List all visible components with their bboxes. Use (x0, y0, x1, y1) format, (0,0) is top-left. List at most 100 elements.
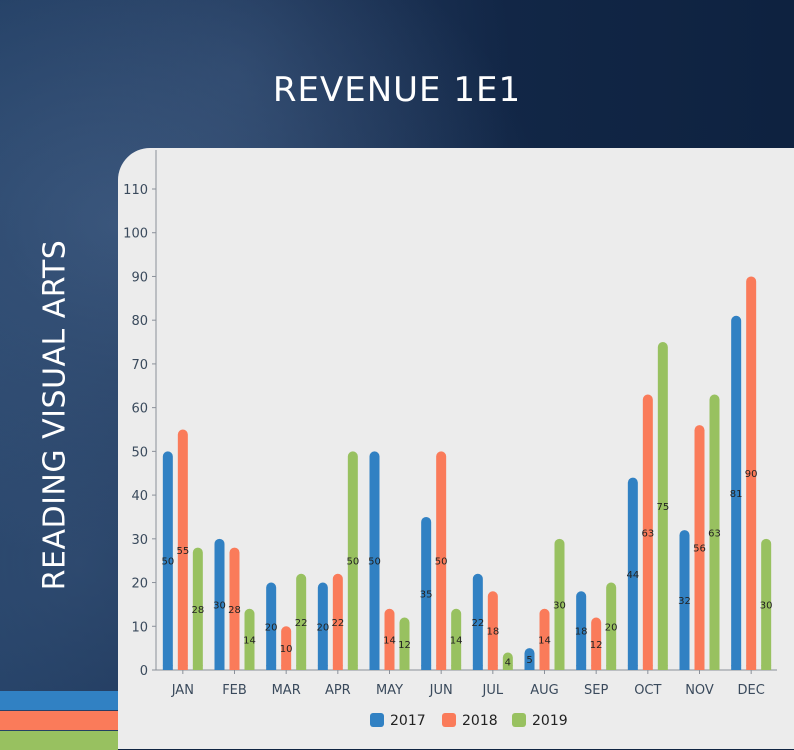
data-label: 63 (708, 528, 721, 539)
bar (694, 425, 705, 670)
bar-base (347, 665, 358, 670)
bar (539, 608, 550, 670)
bar-base (244, 665, 255, 670)
y-tick-label: 10 (131, 620, 148, 635)
bar (576, 591, 587, 670)
y-tick-label: 100 (123, 227, 148, 242)
y-tick-label: 50 (131, 445, 148, 460)
data-label: 4 (505, 657, 511, 668)
bar (244, 608, 255, 670)
y-tick-label: 110 (123, 183, 148, 198)
x-tick-label: JUL (482, 683, 504, 698)
bar (347, 451, 358, 670)
x-tick-label: MAY (376, 683, 403, 698)
bar (554, 538, 565, 670)
data-label: 32 (678, 596, 691, 607)
bar (761, 538, 772, 670)
data-label: 12 (590, 640, 603, 651)
data-label: 50 (346, 557, 359, 568)
bar-base (657, 665, 668, 670)
bar-base (487, 665, 498, 670)
bar (487, 591, 498, 670)
bar (369, 451, 380, 670)
bar-base (472, 665, 483, 670)
data-label: 35 (420, 589, 433, 600)
legend-label: 2019 (532, 713, 568, 729)
bar (317, 582, 328, 670)
data-label: 10 (280, 644, 293, 655)
bar-base (421, 665, 432, 670)
bar (384, 608, 395, 670)
bar-base (524, 665, 535, 670)
data-label: 90 (745, 469, 758, 480)
bar (399, 617, 410, 670)
bar (421, 516, 432, 670)
data-label: 30 (213, 600, 226, 611)
bar-base (399, 665, 410, 670)
x-tick-label: NOV (685, 683, 714, 698)
bar (266, 582, 277, 670)
bar (192, 547, 203, 670)
bar-base (554, 665, 565, 670)
data-label: 30 (760, 600, 773, 611)
data-label: 14 (538, 635, 551, 646)
bar-base (679, 665, 690, 670)
bar-base (539, 665, 550, 670)
bar (642, 394, 653, 670)
bar (177, 429, 188, 670)
data-label: 18 (575, 627, 588, 638)
data-label: 63 (641, 528, 654, 539)
bar (451, 608, 462, 670)
data-label: 50 (161, 557, 174, 568)
y-tick-label: 20 (131, 577, 148, 592)
bar (606, 582, 617, 670)
data-label: 28 (191, 605, 204, 616)
bar-base (281, 665, 292, 670)
data-label: 50 (368, 557, 381, 568)
bar-base (192, 665, 203, 670)
bar-base (576, 665, 587, 670)
data-label: 81 (730, 489, 743, 500)
bar-base (709, 665, 720, 670)
y-tick-label: 70 (131, 358, 148, 373)
bar-base (694, 665, 705, 670)
stripe-blue (0, 691, 118, 710)
y-tick-label: 0 (140, 664, 148, 679)
data-label: 20 (605, 622, 618, 633)
data-label: 20 (316, 622, 329, 633)
data-label: 14 (450, 635, 463, 646)
bar-base (642, 665, 653, 670)
bar (472, 573, 483, 670)
y-tick-label: 30 (131, 533, 148, 548)
bar (296, 573, 307, 670)
x-tick-label: FEB (222, 683, 247, 698)
bar-base (177, 665, 188, 670)
bar (679, 530, 690, 670)
x-tick-label: MAR (272, 683, 301, 698)
y-tick-label: 60 (131, 402, 148, 417)
data-label: 18 (486, 627, 499, 638)
legend-swatch (370, 713, 384, 727)
legend-swatch (442, 713, 456, 727)
bar-base (606, 665, 617, 670)
bar (281, 626, 292, 670)
data-label: 56 (693, 544, 706, 555)
data-label: 22 (331, 618, 344, 629)
stripe-orange (0, 711, 118, 730)
bar-base (451, 665, 462, 670)
x-tick-label: JUN (429, 683, 453, 698)
data-label: 14 (383, 635, 396, 646)
y-tick-label: 40 (131, 489, 148, 504)
data-label: 22 (295, 618, 308, 629)
bar-base (317, 665, 328, 670)
x-tick-label: SEP (584, 683, 608, 698)
bar-base (369, 665, 380, 670)
bar (436, 451, 447, 670)
legend-swatch (512, 713, 526, 727)
bar-base (214, 665, 225, 670)
data-label: 30 (553, 600, 566, 611)
bar (627, 477, 638, 670)
data-label: 5 (526, 655, 532, 666)
bar (214, 538, 225, 670)
bar-base (296, 665, 307, 670)
